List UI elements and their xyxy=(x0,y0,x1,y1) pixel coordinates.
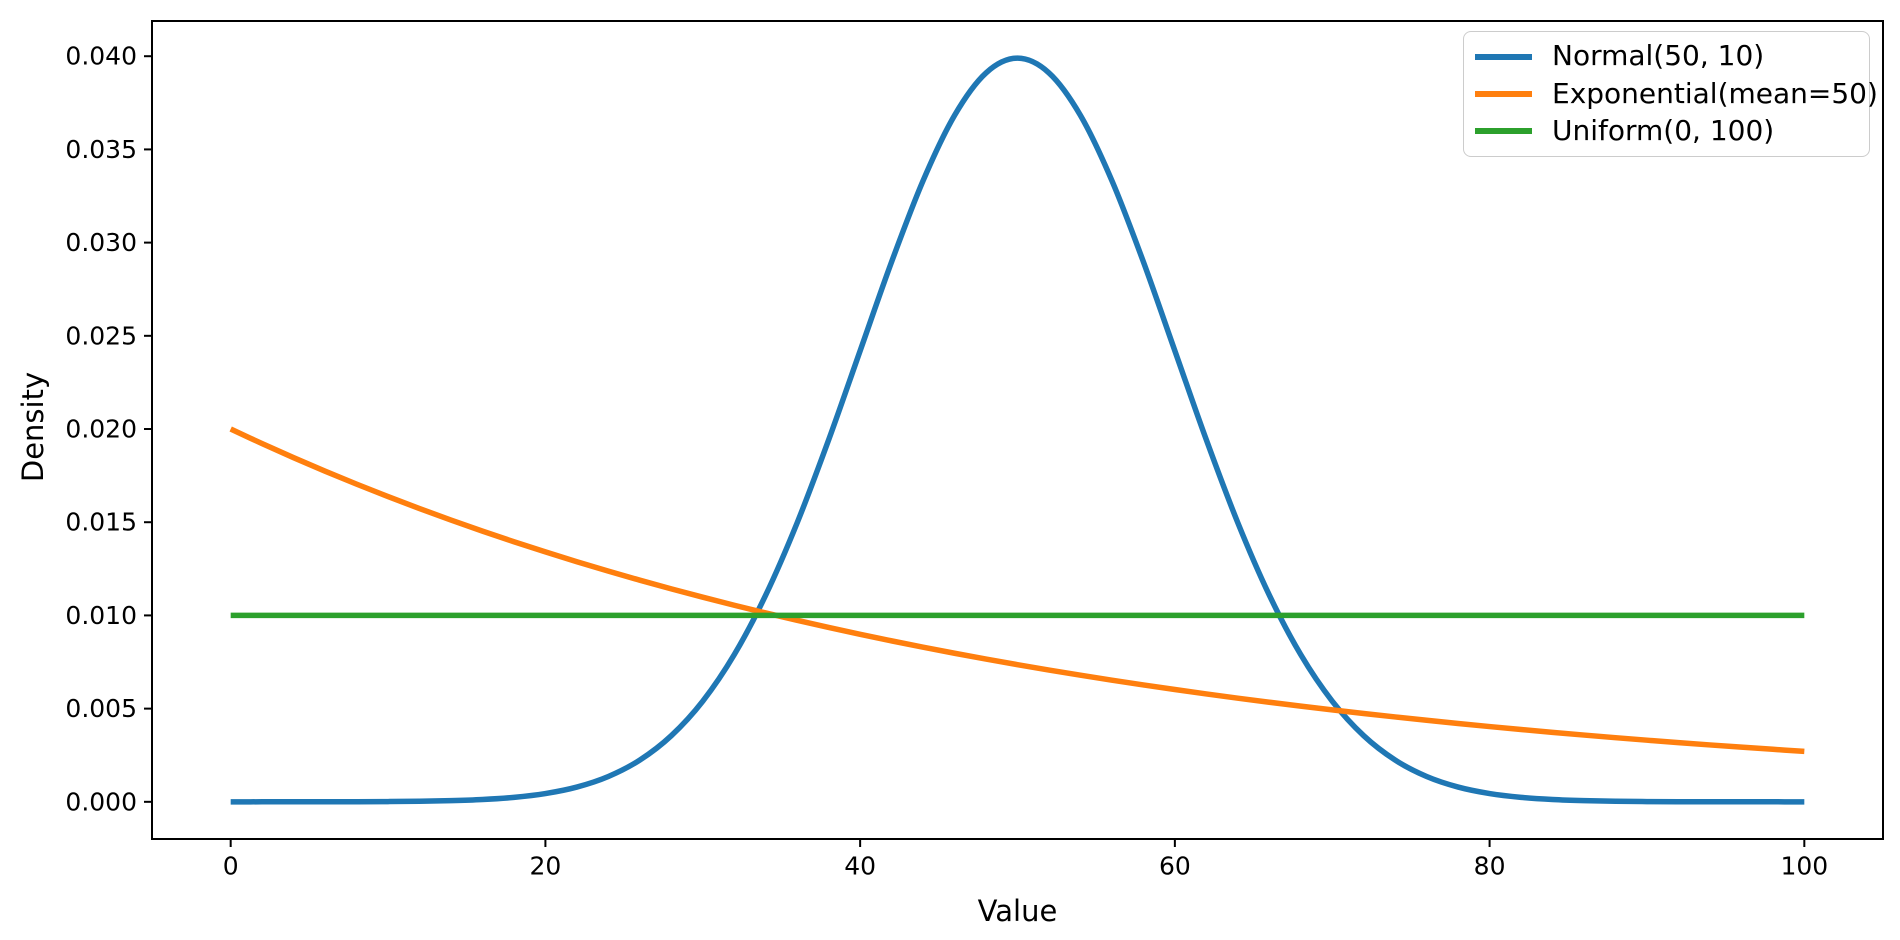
y-tick-label: 0.005 xyxy=(65,694,137,723)
legend-entry-exponential: Exponential(mean=50) xyxy=(1464,78,1878,110)
y-tick-label: 0.030 xyxy=(65,228,137,257)
legend-label-uniform: Uniform(0, 100) xyxy=(1552,113,1775,147)
legend-entry-uniform: Uniform(0, 100) xyxy=(1464,113,1869,147)
x-tick-label: 60 xyxy=(1159,851,1191,880)
x-axis-label: Value xyxy=(977,894,1058,928)
legend-line-uniform xyxy=(1475,128,1532,135)
x-tick-label: 80 xyxy=(1474,851,1506,880)
x-tick-label: 100 xyxy=(1780,851,1828,880)
legend-label-exponential: Exponential(mean=50) xyxy=(1552,76,1878,110)
series-line-normal-50-10 xyxy=(230,55,1805,805)
y-tick-label: 0.010 xyxy=(65,601,137,630)
x-tick-label: 20 xyxy=(530,851,562,880)
legend: Normal(50, 10) Exponential(mean=50) Unif… xyxy=(1463,31,1878,157)
legend-entry-normal: Normal(50, 10) xyxy=(1464,41,1869,72)
y-tick-label: 0.035 xyxy=(65,135,137,164)
y-tick-label: 0.020 xyxy=(65,415,137,444)
x-tick-label: 0 xyxy=(223,851,239,880)
y-tick-label: 0.000 xyxy=(65,787,137,816)
legend-label-normal: Normal(50, 10) xyxy=(1552,39,1765,73)
y-tick-label: 0.015 xyxy=(65,508,137,537)
legend-line-normal xyxy=(1475,53,1532,60)
legend-line-exponential xyxy=(1475,90,1532,97)
y-tick-label: 0.025 xyxy=(65,321,137,350)
y-tick-label: 0.040 xyxy=(65,42,137,71)
y-axis-label: Density xyxy=(16,371,50,483)
x-tick-label: 40 xyxy=(844,851,876,880)
series-line-exponential-mean-50 xyxy=(229,426,1805,755)
